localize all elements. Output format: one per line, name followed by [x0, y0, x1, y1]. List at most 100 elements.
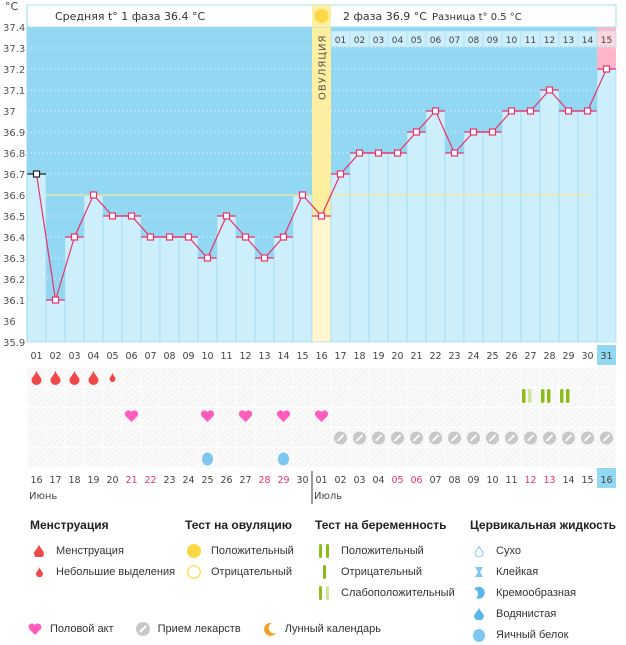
ovulation-label: ОВУЛЯЦИЯ	[318, 35, 329, 101]
cycle-day-label: 01	[30, 351, 42, 362]
symbol-cell	[160, 428, 179, 447]
symbol-cell	[103, 448, 122, 467]
temperature-point	[51, 296, 60, 304]
temperature-bar	[596, 68, 617, 343]
symbol-cell	[46, 448, 65, 467]
legend-label: Сухо	[496, 544, 521, 557]
temperature-point	[222, 212, 231, 220]
cycle-day-label: 28	[543, 351, 555, 362]
symbol-cell	[65, 428, 84, 447]
phase2-day-label: 02	[354, 36, 365, 46]
symbol-cell	[65, 388, 84, 407]
phase2-day-label: 14	[582, 36, 594, 46]
symbol-cell	[293, 368, 312, 387]
temperature-bar	[64, 236, 85, 343]
y-tick-label: 36.6	[3, 191, 25, 202]
temperature-point	[488, 128, 497, 136]
symbol-cell	[407, 448, 426, 467]
calendar-date-label: 25	[201, 475, 213, 486]
symbol-cell	[502, 448, 521, 467]
calendar-date-label: 30	[296, 475, 308, 486]
symbol-cell	[217, 368, 236, 387]
temperature-bar	[121, 215, 142, 343]
symbol-cell	[521, 368, 540, 387]
creamy-icon	[470, 586, 488, 599]
symbol-cell	[369, 388, 388, 407]
symbol-cell	[312, 428, 331, 447]
symbol-cell	[84, 388, 103, 407]
temperature-point	[32, 170, 41, 178]
calendar-date-label: 10	[486, 475, 498, 486]
legend-label: Яичный белок	[496, 628, 569, 641]
temperature-bar	[45, 299, 66, 343]
legend-label: Клейкая	[496, 565, 539, 578]
moon-icon	[263, 622, 277, 636]
cycle-day-label: 27	[524, 351, 536, 362]
symbol-cell	[388, 448, 407, 467]
temperature-bar	[83, 194, 104, 343]
temperature-bar	[444, 152, 465, 343]
temperature-bar	[197, 257, 218, 343]
cycle-day-label: 07	[144, 351, 156, 362]
temperature-point	[412, 128, 421, 136]
cycle-day-label: 08	[163, 351, 175, 362]
pill-stripe	[355, 434, 364, 442]
legend-label: Положительный	[211, 544, 294, 557]
symbol-cell	[46, 428, 65, 447]
month-label: Июль	[314, 491, 342, 502]
calendar-date-label: 26	[220, 475, 232, 486]
symbol-cell	[502, 368, 521, 387]
symbol-cell	[198, 388, 217, 407]
temperature-bar	[178, 236, 199, 343]
symbol-cell	[350, 368, 369, 387]
symbol-cell	[293, 388, 312, 407]
temperature-bar	[577, 110, 598, 343]
symbol-cell	[46, 388, 65, 407]
ovulation-positive-icon	[185, 543, 203, 558]
pregnancy-test-icon	[528, 389, 532, 403]
symbol-cell	[27, 428, 46, 447]
temperature-bar	[216, 215, 237, 343]
symbol-cell	[597, 408, 616, 427]
calendar-date-label: 17	[49, 475, 61, 486]
pill-stripe	[469, 434, 478, 442]
y-tick-label: 37	[3, 107, 16, 118]
pill-stripe	[602, 434, 611, 442]
symbol-cell	[578, 388, 597, 407]
phase2-day-label: 01	[335, 36, 346, 46]
legend-label: Небольшие выделения	[56, 565, 176, 578]
legend-label: Отрицательный	[211, 565, 292, 578]
phase2-day-label: 04	[392, 36, 404, 46]
sticky-icon	[470, 566, 488, 578]
calendar-date-label: 02	[334, 475, 346, 486]
symbol-cell	[141, 448, 160, 467]
symbol-cell	[312, 388, 331, 407]
symbol-cell	[407, 388, 426, 407]
temperature-point	[469, 128, 478, 136]
pill-stripe	[336, 434, 345, 442]
symbol-cell	[445, 368, 464, 387]
legend-title: Менструация	[30, 518, 109, 532]
y-tick-label: 36.1	[3, 296, 25, 307]
symbol-cell	[540, 368, 559, 387]
temperature-bar	[558, 110, 579, 343]
phase2-day-label: 06	[430, 36, 442, 46]
calendar-date-label: 12	[524, 475, 536, 486]
today-cell	[597, 468, 616, 488]
temperature-point	[165, 233, 174, 241]
pill-stripe	[545, 434, 554, 442]
pill-stripe	[564, 434, 573, 442]
y-tick-label: 36.8	[3, 149, 25, 160]
symbol-cell	[350, 388, 369, 407]
y-tick-label: 36.2	[3, 275, 25, 286]
pregnancy-test-icon	[566, 389, 570, 403]
symbol-cell	[160, 388, 179, 407]
y-tick-label: 37.1	[3, 86, 25, 97]
temperature-point	[241, 233, 250, 241]
pregnancy-test-icon	[547, 389, 551, 403]
symbol-cell	[179, 388, 198, 407]
symbol-cell	[122, 428, 141, 447]
phase2-day-cell	[596, 30, 617, 48]
y-tick-label: 36.9	[3, 128, 25, 139]
phase2-day-label: 05	[411, 36, 422, 46]
